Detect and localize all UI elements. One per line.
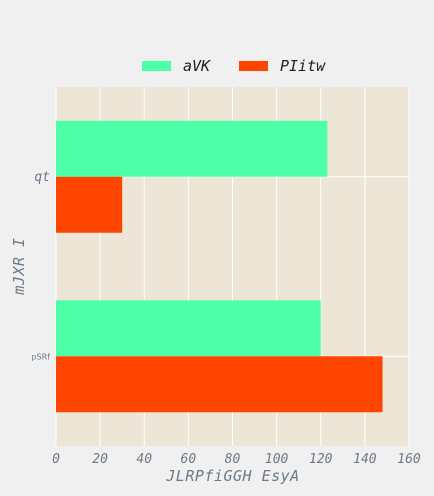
x-tick-label: 160 (397, 452, 421, 467)
bar-aVK-qt (56, 121, 327, 177)
bar-PIitw-qt (56, 177, 122, 233)
y-tick-labels: pSRf qt (31, 170, 50, 362)
x-tick-label: 40 (136, 452, 152, 467)
x-tick-label: 140 (353, 452, 377, 467)
legend-swatch-piitw (239, 61, 268, 71)
bar-PIitw-pSRf (56, 356, 383, 412)
x-tick-label: 0 (52, 452, 60, 467)
x-tick-label: 120 (309, 452, 333, 467)
y-tick-label: qt (34, 170, 50, 185)
x-tick-label: 20 (92, 452, 108, 467)
legend-label-piitw: PIitw (280, 57, 326, 75)
y-tick-label: pSRf (31, 352, 50, 361)
x-tick-label: 100 (265, 452, 289, 467)
bar-aVK-pSRf (56, 300, 321, 356)
y-axis-title: mJXR I (10, 237, 28, 295)
x-tick-labels: 0 20 40 60 80 100 120 140 160 (52, 452, 421, 467)
x-tick-label: 80 (225, 452, 241, 467)
legend-label-avk: aVK (183, 57, 211, 75)
x-axis-title: JLRPfiGGH EsyA (165, 467, 299, 485)
legend: aVK PIitw (142, 57, 326, 75)
x-tick-label: 60 (181, 452, 197, 467)
legend-swatch-avk (142, 61, 171, 71)
